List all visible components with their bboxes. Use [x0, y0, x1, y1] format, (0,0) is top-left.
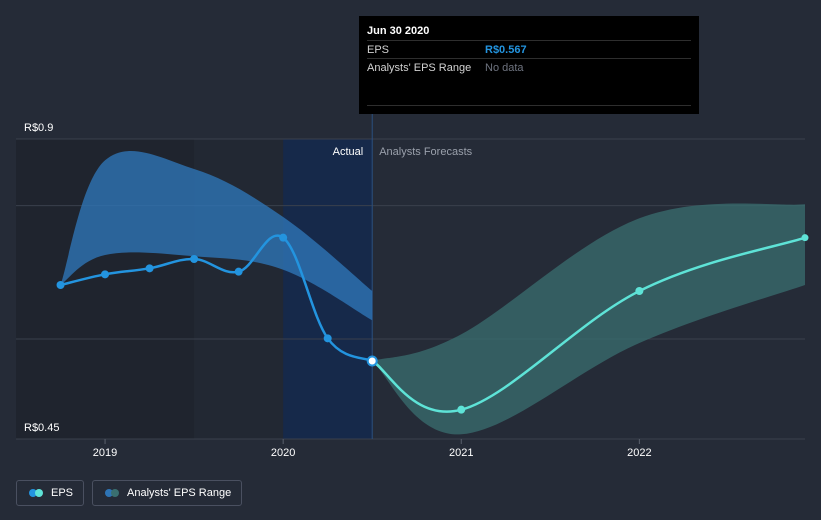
forecast-region-label: Analysts Forecasts: [379, 146, 472, 158]
tooltip-date: Jun 30 2020: [367, 25, 430, 37]
hover-tooltip: Jun 30 2020 EPS R$0.567 Analysts' EPS Ra…: [359, 16, 699, 114]
tooltip-range-label: Analysts' EPS Range: [367, 62, 472, 74]
eps-point[interactable]: [190, 255, 199, 263]
x-tick-label-2021: 2021: [449, 447, 473, 459]
tooltip-range-value: No data: [485, 62, 524, 74]
x-tick-label-2019: 2019: [93, 447, 117, 459]
x-tick-label-2022: 2022: [627, 447, 651, 459]
legend-item-eps[interactable]: EPS: [16, 480, 85, 506]
y-tick-label-bottom: R$0.45: [24, 422, 59, 434]
eps-point[interactable]: [145, 264, 154, 273]
y-tick-label-top: R$0.9: [24, 122, 53, 134]
tooltip-divider: [367, 105, 691, 106]
eps-range-band-0: [60, 151, 373, 321]
eps-range-band-1: [372, 203, 805, 435]
legend-item-eps-range[interactable]: Analysts' EPS Range: [92, 480, 243, 506]
legend-range-label: Analysts' EPS Range: [127, 487, 232, 499]
eps-line-0: [59, 234, 374, 363]
chart-legend: EPS Analysts' EPS Range: [16, 480, 243, 506]
tooltip-row-eps: EPS R$0.567: [367, 40, 691, 59]
eps-point[interactable]: [801, 234, 809, 242]
eps-point-selected[interactable]: [366, 355, 378, 367]
eps-point[interactable]: [234, 267, 243, 276]
eps-point[interactable]: [635, 287, 644, 295]
tooltip-eps-value: R$0.567: [485, 44, 527, 56]
eps-point[interactable]: [279, 233, 288, 242]
eps-swatch-icon: [29, 489, 45, 497]
eps-point[interactable]: [457, 405, 466, 414]
eps-point[interactable]: [323, 334, 332, 343]
tooltip-eps-label: EPS: [367, 44, 390, 56]
tooltip-row-range: Analysts' EPS Range No data: [367, 58, 691, 77]
actual-region-label: Actual: [333, 146, 364, 158]
eps-point[interactable]: [101, 270, 110, 279]
eps-range-swatch-icon: [105, 489, 121, 497]
x-tick-label-2020: 2020: [271, 447, 295, 459]
eps-point[interactable]: [56, 281, 65, 289]
legend-eps-label: EPS: [51, 487, 74, 499]
eps-line-1: [370, 236, 807, 413]
